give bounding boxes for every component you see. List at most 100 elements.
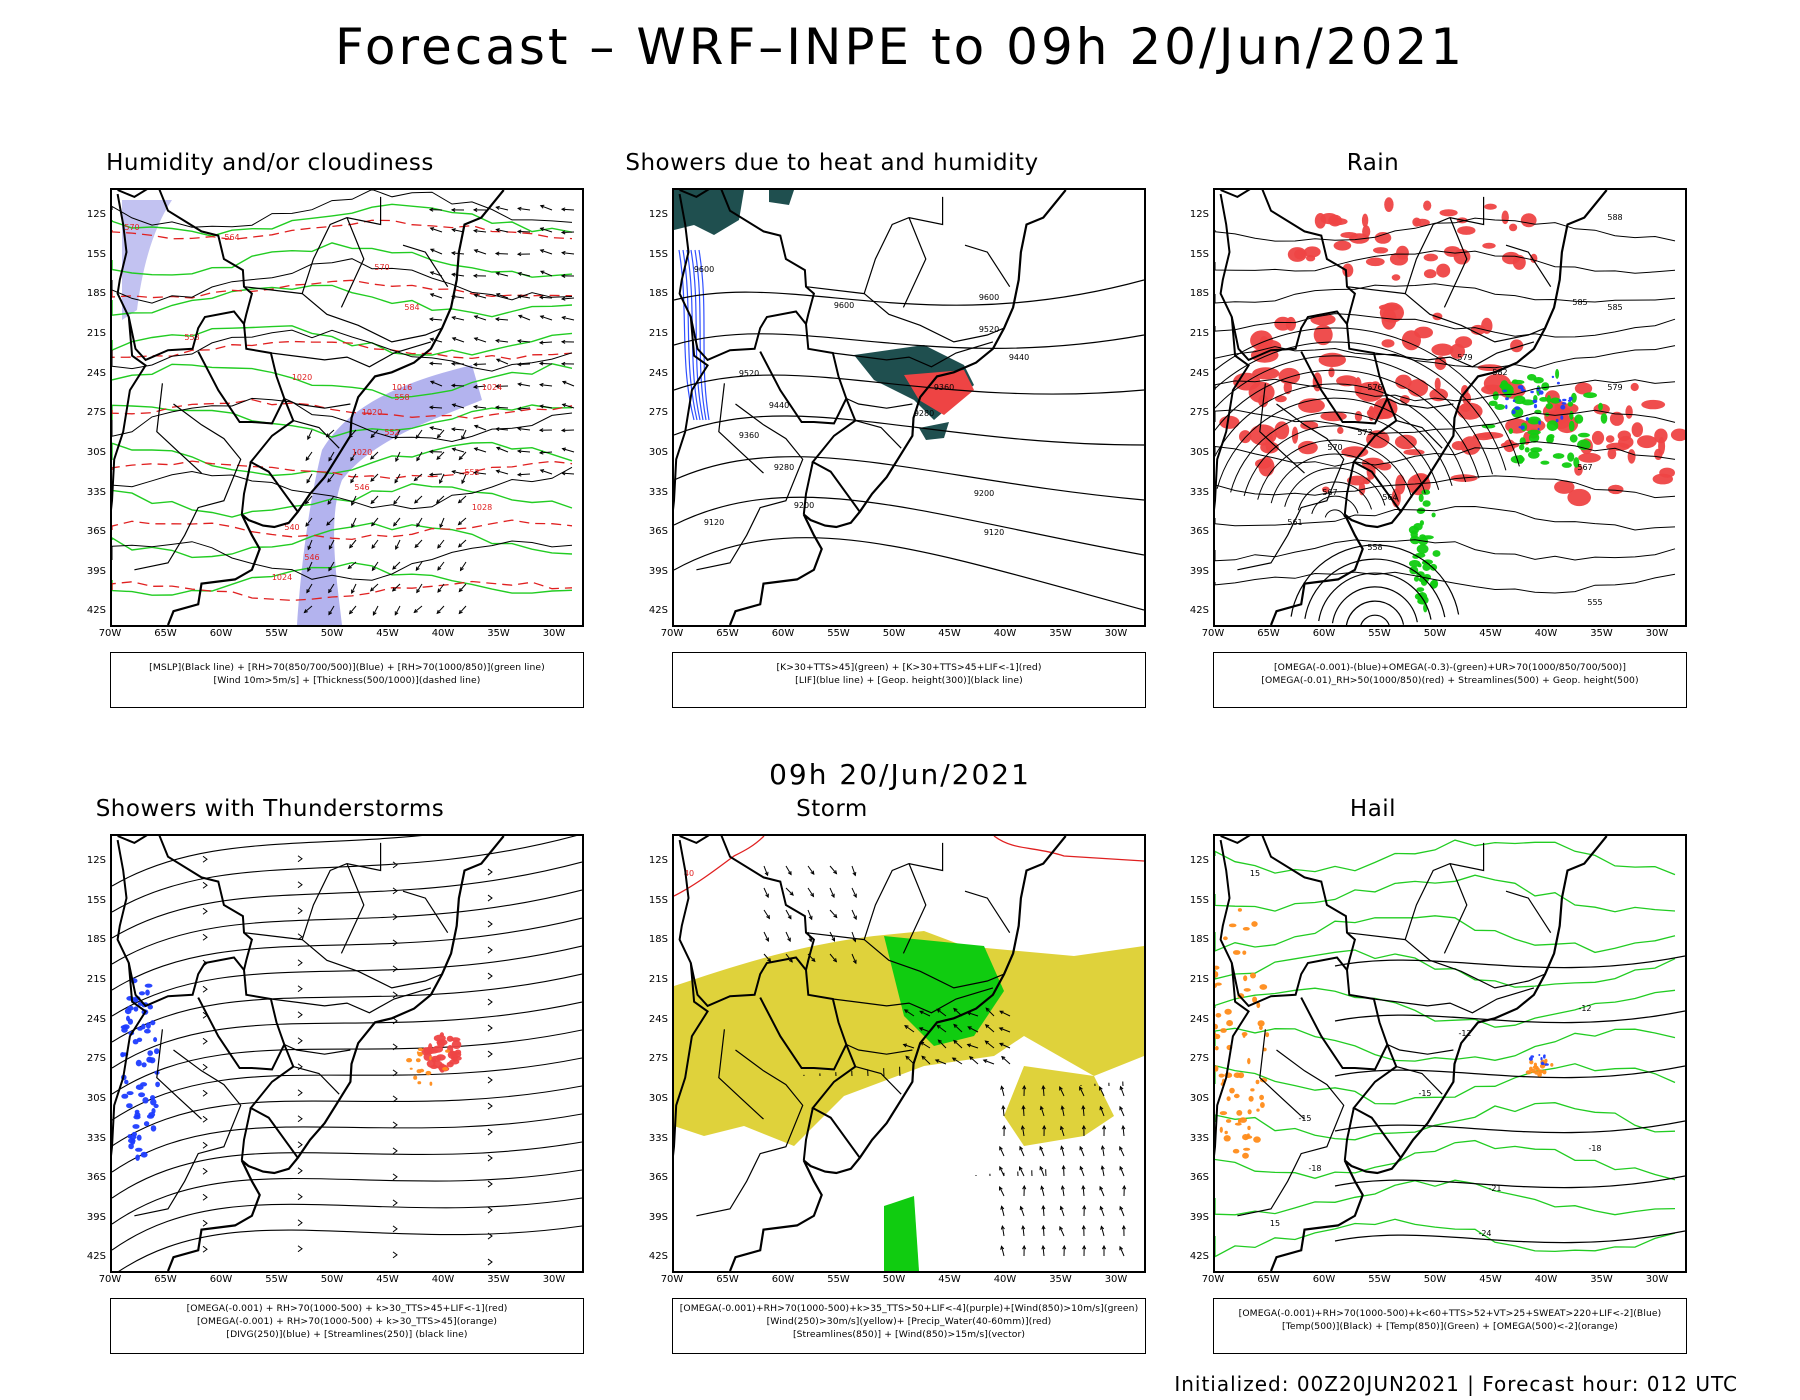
wind-vector-head xyxy=(905,1055,910,1060)
wind-vector-head xyxy=(307,545,312,551)
temp-line xyxy=(1334,955,1685,969)
wind-vector-head xyxy=(451,272,456,277)
shaded-cell xyxy=(1226,1096,1231,1102)
wind-vector-head xyxy=(516,472,522,477)
country-border xyxy=(1300,969,1389,1071)
wind-vector xyxy=(460,561,467,571)
shaded-cell xyxy=(1494,404,1506,410)
country-border xyxy=(116,193,245,362)
lat-tick-label: 33S xyxy=(648,487,668,498)
shaded-cell xyxy=(1434,377,1441,391)
wind-vector-head xyxy=(985,1007,990,1012)
wind-vector xyxy=(370,495,379,504)
shaded-cell xyxy=(1569,410,1574,420)
panel-thunderstorms: Showers with Thunderstorms 12S 15S 18S 21S 24… xyxy=(0,796,584,1396)
wind-vector-head xyxy=(787,915,792,920)
wind-vector xyxy=(370,451,379,460)
shaded-cell xyxy=(124,1008,132,1015)
contour-line xyxy=(1215,1027,1676,1062)
shaded-cell xyxy=(1250,1088,1255,1092)
wind-vector-head xyxy=(560,230,566,235)
wind-vector xyxy=(305,451,313,461)
wind-vector xyxy=(938,1039,947,1049)
wind-vector-head xyxy=(450,251,456,256)
wind-vector xyxy=(496,229,509,233)
shaded-cell xyxy=(1431,343,1454,356)
contour-label: 546 xyxy=(304,553,319,562)
shaded-cell xyxy=(1229,1087,1235,1094)
wind-vector xyxy=(496,340,509,343)
shaded-cell xyxy=(1451,441,1466,451)
wind-vector-head xyxy=(516,406,522,411)
wind-vector-head xyxy=(1102,1124,1107,1130)
shaded-cell xyxy=(132,1039,139,1045)
contour-line xyxy=(1215,949,1676,988)
wind-vector xyxy=(1061,1186,1065,1197)
shaded-cell xyxy=(144,983,153,988)
wind-vector xyxy=(1119,1206,1125,1217)
country-border xyxy=(1352,398,1402,513)
shaded-cell xyxy=(416,1051,419,1054)
contour-line xyxy=(1215,378,1676,402)
wind-vector-head xyxy=(1119,1245,1124,1251)
wind-vector-head xyxy=(787,871,792,876)
wind-vector-head xyxy=(328,567,333,572)
wind-vector xyxy=(1061,1106,1065,1117)
geop-line xyxy=(674,279,1144,306)
wind-vector-head xyxy=(428,472,434,477)
shaded-cell xyxy=(1525,1070,1532,1075)
lon-tick-label: 45W xyxy=(1479,628,1502,639)
country-border xyxy=(1219,193,1348,362)
wind-vector xyxy=(1119,1166,1125,1177)
lif-line xyxy=(698,249,710,421)
wind-vector-head xyxy=(472,273,478,278)
state-border xyxy=(832,341,994,368)
wind-vector xyxy=(461,473,467,484)
shaded-cell xyxy=(138,991,146,996)
wind-vector xyxy=(495,406,509,409)
caption-line: [OMEGA(-0.001)+RH>70(1000-500)+k>35_TTS>… xyxy=(679,1303,1139,1314)
contour-label: 552 xyxy=(384,428,399,437)
wind-vector-head xyxy=(428,317,434,322)
contour-label: 576 xyxy=(1367,383,1382,392)
shaded-cell xyxy=(1403,449,1425,456)
contour-label: 9200 xyxy=(974,489,994,498)
contour-labels: 5885855825795765735705675645615585555855… xyxy=(1287,213,1622,607)
shaded-cell xyxy=(1449,343,1465,359)
map-plot: 9600 9600 9600 9520 9520 9440 9440 9360 9360 9280… xyxy=(674,190,1144,625)
lat-tick-label: 27S xyxy=(86,407,106,418)
coastline-east xyxy=(1269,190,1608,625)
contour-label: 585 xyxy=(1572,298,1587,307)
shaded-cell xyxy=(143,1121,150,1127)
wind-vector xyxy=(393,495,401,505)
wind-vector-head xyxy=(458,609,463,615)
state-border xyxy=(902,863,927,954)
shaded-cell xyxy=(1527,416,1541,425)
wind-vector xyxy=(437,429,445,438)
wind-vector xyxy=(562,252,575,255)
wind-vector xyxy=(473,363,487,365)
state-border xyxy=(902,217,927,308)
streamline-arrow xyxy=(202,1193,208,1201)
wind-vector xyxy=(517,340,531,343)
lon-tick-label: 50W xyxy=(320,628,344,639)
shaded-cell xyxy=(1215,1023,1218,1030)
shaded-cell xyxy=(1537,427,1540,431)
wind-vector xyxy=(458,451,467,460)
wind-vector-head xyxy=(450,383,456,388)
wind-vector xyxy=(430,380,443,387)
country-border xyxy=(678,839,807,1008)
wind-vector xyxy=(327,473,335,483)
streamline xyxy=(1318,572,1432,622)
wind-vector xyxy=(517,407,531,410)
shaded-cell xyxy=(1555,368,1560,379)
country-border xyxy=(240,461,252,515)
wind-vector-head xyxy=(918,1027,924,1031)
shaded-cell xyxy=(1544,1063,1549,1066)
omega-500-orange-e xyxy=(1525,1058,1554,1077)
shaded-cell xyxy=(1538,420,1541,425)
wind-vector xyxy=(851,931,856,942)
wind-vector-head xyxy=(428,207,434,212)
streamline xyxy=(1345,600,1405,625)
country-border xyxy=(249,398,299,513)
